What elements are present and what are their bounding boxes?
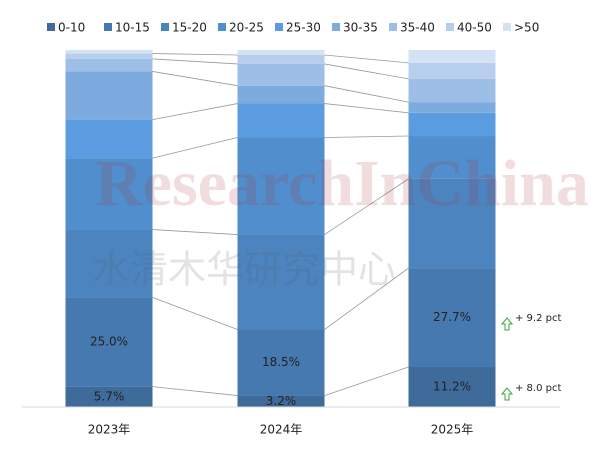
x-tick-label: 2025年 (431, 423, 474, 437)
connector (152, 58, 238, 65)
bar-segment (65, 53, 153, 59)
legend-swatch (47, 23, 55, 31)
bar-segment (237, 54, 325, 64)
connector (324, 366, 409, 396)
connector (152, 229, 238, 235)
legend-label: 0-10 (58, 21, 85, 35)
connector (152, 71, 238, 87)
bar-segment (237, 329, 325, 396)
connector (152, 103, 238, 121)
connector (152, 386, 238, 396)
legend-swatch (332, 23, 340, 31)
legend-swatch (161, 23, 169, 31)
bar-segment (408, 136, 496, 179)
value-label: 11.2% (433, 380, 471, 394)
legend-swatch (389, 23, 397, 31)
legend-label: >50 (514, 21, 539, 35)
legend-label: 10-15 (115, 21, 150, 35)
plot (65, 50, 496, 407)
bar-segment (65, 297, 153, 387)
x-tick-label: 2024年 (260, 423, 303, 437)
connector (324, 103, 409, 114)
connector (324, 178, 409, 235)
bar-segment (65, 58, 153, 72)
watermark: ResearchInChina (95, 147, 589, 220)
bar-segment (65, 229, 153, 298)
bar-segment (408, 62, 496, 79)
legend-swatch (275, 23, 283, 31)
bar-segment (408, 50, 496, 63)
up-arrow (500, 317, 514, 331)
annotation: + 9.2 pct (515, 313, 561, 324)
legend-label: 15-20 (172, 21, 207, 35)
legend-label: 25-30 (286, 21, 321, 35)
value-label: 25.0% (90, 335, 128, 349)
legend-label: 35-40 (400, 21, 435, 35)
bar-segment (65, 50, 153, 54)
value-label: 3.2% (266, 394, 297, 408)
watermark: 水清木华研究中心 (92, 248, 396, 292)
legend-label: 30-35 (343, 21, 378, 35)
legend-swatch (104, 23, 112, 31)
connector (324, 54, 409, 64)
value-label: 27.7% (433, 310, 471, 324)
connector (324, 85, 409, 103)
connector (152, 53, 238, 56)
connector (152, 137, 238, 159)
bar-segment (237, 137, 325, 235)
bar-segment (65, 71, 153, 120)
bar-segment (408, 178, 496, 269)
value-label: 5.7% (94, 389, 125, 403)
bar-segment (237, 50, 325, 55)
connector (324, 267, 409, 330)
bar-segment (65, 386, 153, 407)
bar-segment (408, 102, 496, 113)
bar-segment (408, 112, 496, 137)
legend-swatch (446, 23, 454, 31)
bar-segment (237, 85, 325, 104)
bar-segment (65, 158, 153, 230)
up-arrow (500, 387, 514, 401)
connector (324, 63, 409, 80)
legend-label: 20-25 (229, 21, 264, 35)
annotation: + 8.0 pct (515, 383, 561, 394)
bar-segment (65, 119, 153, 159)
legend-swatch (503, 23, 511, 31)
bar-segment (408, 268, 496, 368)
legend-swatch (218, 23, 226, 31)
value-label: 18.5% (262, 355, 300, 369)
bar-segment (237, 395, 325, 407)
bar-segment (237, 103, 325, 138)
bar-segment (408, 78, 496, 103)
connector (152, 297, 238, 330)
connector (324, 135, 409, 138)
legend-label: 40-50 (457, 21, 492, 35)
bar-segment (237, 63, 325, 86)
bar-segment (237, 234, 325, 330)
x-tick-label: 2023年 (88, 423, 131, 437)
bar-segment (408, 367, 496, 407)
